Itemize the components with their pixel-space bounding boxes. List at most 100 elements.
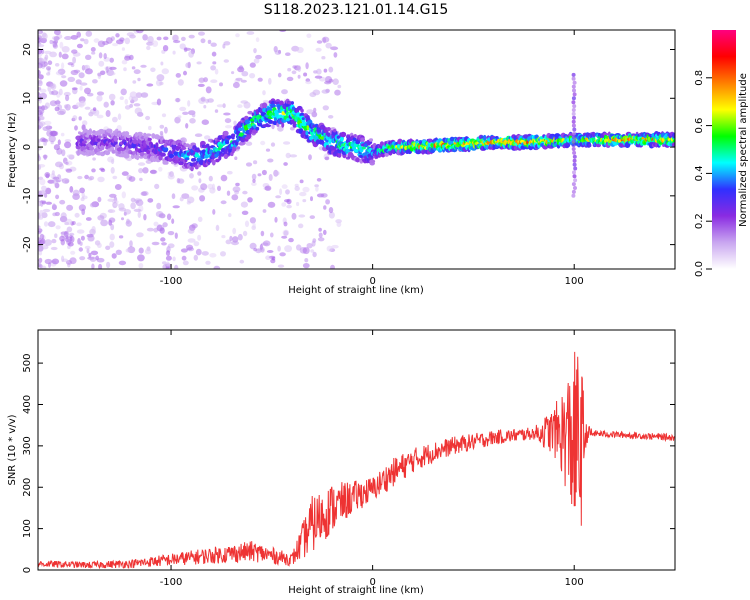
snr-ytick-label: 300 [22,436,33,455]
spectrogram-cell [96,257,105,263]
spectrogram-cell [73,69,81,74]
spectrogram-cell [289,126,295,131]
spectrogram-cell [110,167,115,174]
spectrogram-cell [161,242,167,246]
spectrogram-cell [154,154,158,159]
spectrogram-cell [140,191,147,196]
snr-ticks: -100 0 100 0 100 200 300 400 500 [22,330,675,588]
spectrogram-cell [183,47,192,51]
spectrogram-cell [105,37,113,44]
spectrogram-cell [294,186,300,191]
spectrogram-cell [240,201,248,208]
spectrogram-cell [61,62,65,69]
spectrogram-cell [52,41,58,48]
spectrogram-cell [77,175,83,180]
spectrogram-cell [180,248,188,253]
spectrogram-cell [50,83,55,89]
spectrogram-cell [111,149,116,154]
spectrogram-cell [120,88,127,96]
spectrogram-cell [270,232,274,238]
spectrogram-cell [571,100,576,105]
spectrogram-cell [75,102,81,108]
spectrogram-cell [118,235,124,239]
spectrogram-cell [167,173,175,180]
spectrogram-cell [51,170,55,176]
spectrogram-cell [257,77,263,82]
spectrogram-cell [214,68,219,75]
spectrogram-cell [355,157,361,163]
spectrogram-cell [189,173,194,179]
spectrogram-cell [326,245,333,252]
spectrogram-cell [302,186,310,193]
spectrogram-cell [262,209,267,213]
spectrogram-cell [134,198,143,202]
spectrogram-cell [53,144,61,151]
spectrogram-xtick-label: 0 [369,276,375,287]
spectrogram-cell [66,154,75,158]
spectrogram-cell [483,134,487,141]
spectrogram-cell [571,76,576,81]
spectrogram-cell [427,138,433,143]
spectrogram-cell [277,104,281,111]
spectrogram-cell [328,115,334,119]
spectrogram-cell [193,241,200,247]
spectrogram-cell [249,62,256,68]
spectrogram-xlabel: Height of straight line (km) [288,285,424,296]
spectrogram-cell [279,100,284,106]
spectrogram-cell [52,212,57,217]
spectrogram-cell [573,178,578,183]
spectrogram-cell [260,140,266,146]
spectrogram-cell [65,161,69,165]
spectrogram-cell [174,98,181,103]
spectrogram-cell [138,247,144,254]
spectrogram-cell [161,113,167,118]
spectrogram-cell [572,162,577,167]
spectrogram-cell [306,243,313,249]
spectrogram-cell [38,244,43,248]
spectrogram-cell [51,258,60,265]
spectrogram-cell [156,36,162,41]
spectrogram-cell [117,151,122,154]
spectrogram-cell [333,129,337,133]
spectrogram-cell [78,247,84,252]
spectrogram-cell [84,245,91,250]
spectrogram-cell [167,243,175,249]
spectrogram-cell [203,104,207,109]
spectrogram-cell [171,218,175,224]
spectrogram-cell [121,47,125,51]
spectrogram-cell [89,256,97,262]
spectrogram-cell [240,79,247,83]
spectrogram-cell [129,240,133,248]
spectrogram-cell [288,237,294,243]
spectrogram-cell [54,106,60,112]
spectrogram-cell [97,242,102,248]
spectrogram-cell [172,205,180,209]
spectrogram-cell [44,50,52,55]
spectrogram-cell [100,219,108,227]
spectrogram-cell [97,215,105,221]
spectrogram-cell [39,210,44,215]
spectrogram-cell [244,119,251,125]
spectrogram-cell [137,77,141,82]
spectrogram-cell [59,80,68,87]
spectrogram-cell [108,209,113,213]
spectrogram-cell [321,56,326,60]
spectrogram-cell [216,104,224,108]
spectrogram-cell [306,109,314,115]
spectrogram-cell [270,142,276,147]
spectrogram-cell [572,174,577,179]
spectrogram-cell [80,38,85,42]
spectrogram-cell [174,264,179,269]
spectrogram-cell [57,110,65,116]
spectrogram-cell [252,222,256,229]
spectrogram-cell [326,127,331,131]
spectrogram-xtick-label: -100 [160,276,183,287]
spectrogram-cell [201,251,209,256]
spectrogram-cell [132,80,137,84]
spectrogram-cell [233,120,237,126]
spectrogram-cell [55,161,63,168]
spectrogram-cell [223,112,231,116]
spectrogram-cell [571,147,576,151]
spectrogram-cell [315,186,319,192]
